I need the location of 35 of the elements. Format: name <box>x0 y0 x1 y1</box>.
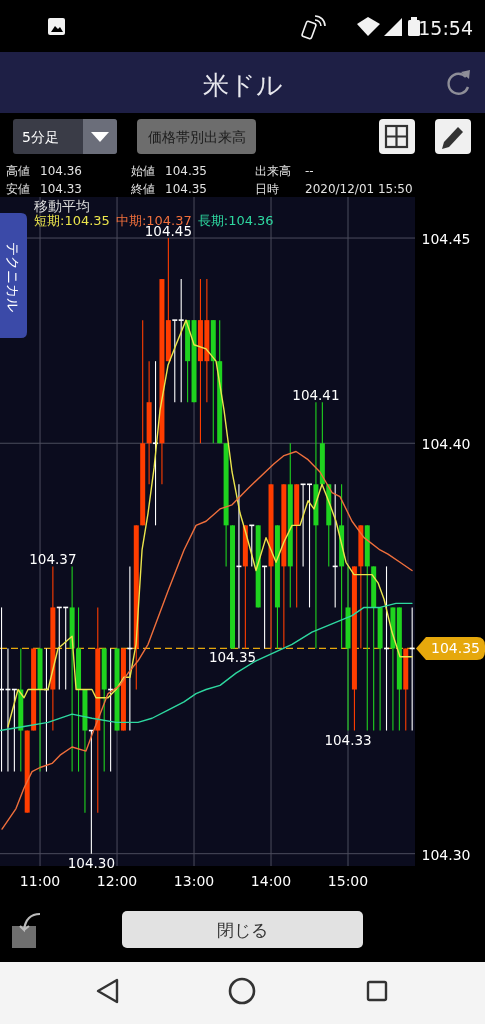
y-tick-label: 104.40 <box>421 436 471 453</box>
text: 15:54 <box>418 17 473 39</box>
text: 閉じる <box>216 920 268 940</box>
x-tick-label: 13:00 <box>173 873 215 889</box>
annotation: 104.30 <box>67 854 115 871</box>
text: -- <box>305 164 314 178</box>
line-series <box>0 602 413 732</box>
line-series <box>7 319 413 728</box>
y-tick-label: 104.45 <box>421 231 471 248</box>
x-tick-label: 14:00 <box>250 873 292 889</box>
annotation: 104.33 <box>324 731 372 748</box>
x-tick-label: 11:00 <box>19 873 61 889</box>
x-tick-label: 15:00 <box>327 873 369 889</box>
text: 104.33 <box>40 182 82 196</box>
text: 104.35 <box>165 182 207 196</box>
annotation: 104.41 <box>292 387 340 404</box>
text: 終値 <box>130 182 155 196</box>
x-tick-label: 12:00 <box>96 873 138 889</box>
text: 104.35 <box>165 164 207 178</box>
text: 安値 <box>6 182 30 196</box>
text: 104.36 <box>40 164 82 178</box>
annotation: テクニカル <box>5 242 21 312</box>
annotation: 104.35 <box>208 649 257 666</box>
annotation: 104.37 <box>29 551 77 568</box>
tab: テクニカル <box>0 213 27 338</box>
text: 始値 <box>131 164 155 178</box>
text: 日時 <box>255 182 279 196</box>
y-tick-label: 104.30 <box>421 846 471 863</box>
text: 価格帯別出来高 <box>148 129 246 145</box>
text: 出来高 <box>255 164 291 178</box>
line-series <box>1 450 413 830</box>
text: 高値 <box>6 164 30 178</box>
text: 5分足 <box>22 129 59 145</box>
chart-title: 米ドル <box>202 70 283 100</box>
text: 2020/12/01 15:50 <box>305 182 413 196</box>
